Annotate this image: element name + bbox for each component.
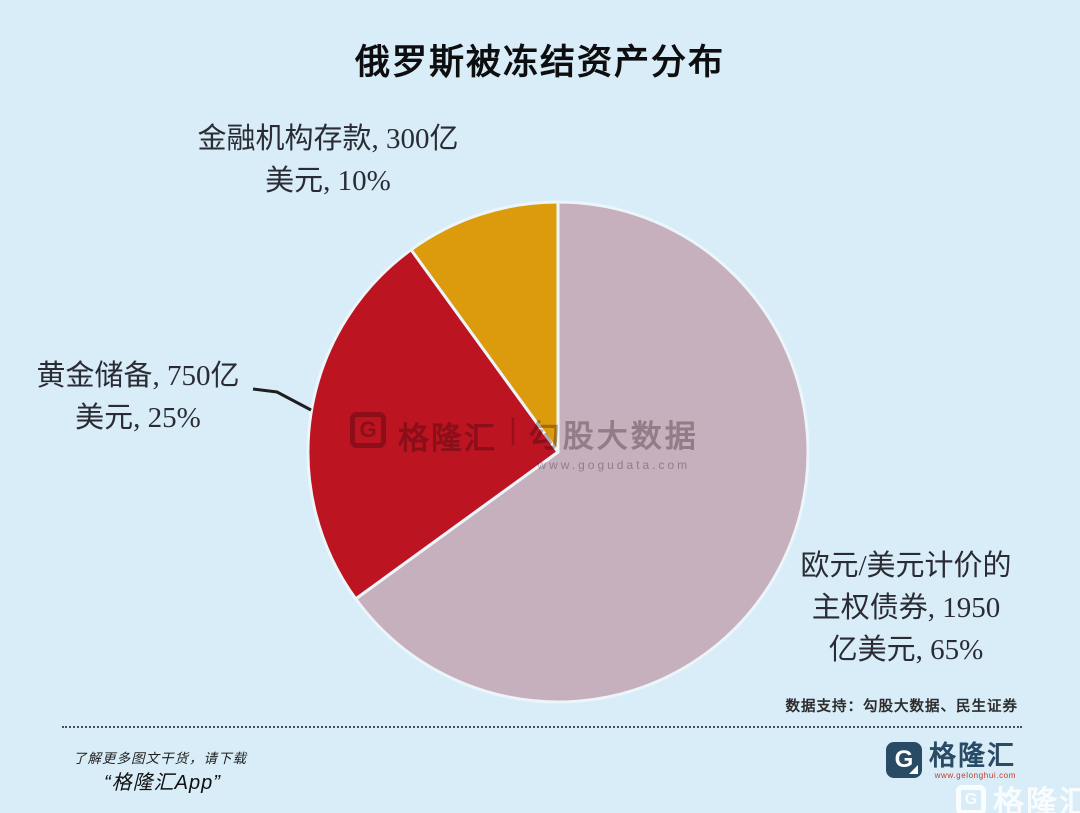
gelonghui-logo-url: www.gelonghui.com: [934, 771, 1016, 781]
corner-watermark-name: 格隆汇: [993, 785, 1080, 813]
data-support-note: 数据支持：勾股大数据、民生证券: [785, 699, 1018, 715]
leader-line-gold: [252, 387, 312, 412]
pie-label-gold-line2: 美元, 25%: [75, 402, 201, 435]
promo-app-name: “格隆汇App”: [104, 772, 221, 794]
center-watermark: G 格隆汇 | 勾股大数据 www.gogudata.com: [350, 408, 699, 472]
pie-slice-gold-reserves: [306, 248, 560, 601]
pie-label-deposits-line1: 金融机构存款, 300亿: [197, 123, 459, 155]
pie-slices: [306, 200, 810, 704]
dotted-divider: [62, 726, 1022, 728]
gelonghui-logo-icon: G: [956, 784, 986, 813]
chart-title: 俄罗斯被冻结资产分布: [354, 43, 725, 82]
watermark-brand: 格隆汇: [398, 421, 497, 456]
pie-label-gold: 黄金储备, 750亿 美元, 25%: [12, 355, 264, 439]
gelonghui-logo: G 格隆汇 www.gelonghui.com: [886, 742, 1016, 780]
corner-watermark-logo: G 格隆汇: [956, 777, 1080, 813]
pie-label-bonds: 欧元/美元计价的 主权债券, 1950 亿美元, 65%: [772, 545, 1040, 671]
gelonghui-logo-icon: G: [350, 412, 386, 448]
pie-label-gold-line1: 黄金储备, 750亿: [36, 360, 240, 392]
watermark-separator: |: [509, 413, 517, 446]
pie-slice-deposits: [409, 200, 560, 454]
pie-label-bonds-line1: 欧元/美元计价的: [800, 550, 1012, 582]
promo-text: 了解更多图文干货，请下载: [73, 751, 247, 766]
pie-label-bonds-line2: 主权债券, 1950: [811, 592, 1001, 625]
gelonghui-logo-name: 格隆汇: [929, 741, 1016, 771]
watermark-url: www.gogudata.com: [537, 458, 691, 472]
pie-label-deposits: 金融机构存款, 300亿 美元, 10%: [163, 118, 493, 202]
pie-label-bonds-line3: 亿美元, 65%: [828, 634, 984, 667]
pie-label-deposits-line2: 美元, 10%: [265, 165, 391, 198]
pie-slice-sovereign-bonds: [354, 200, 810, 704]
watermark-partner: 勾股大数据: [528, 419, 699, 454]
gelonghui-logo-icon: G: [886, 742, 922, 778]
